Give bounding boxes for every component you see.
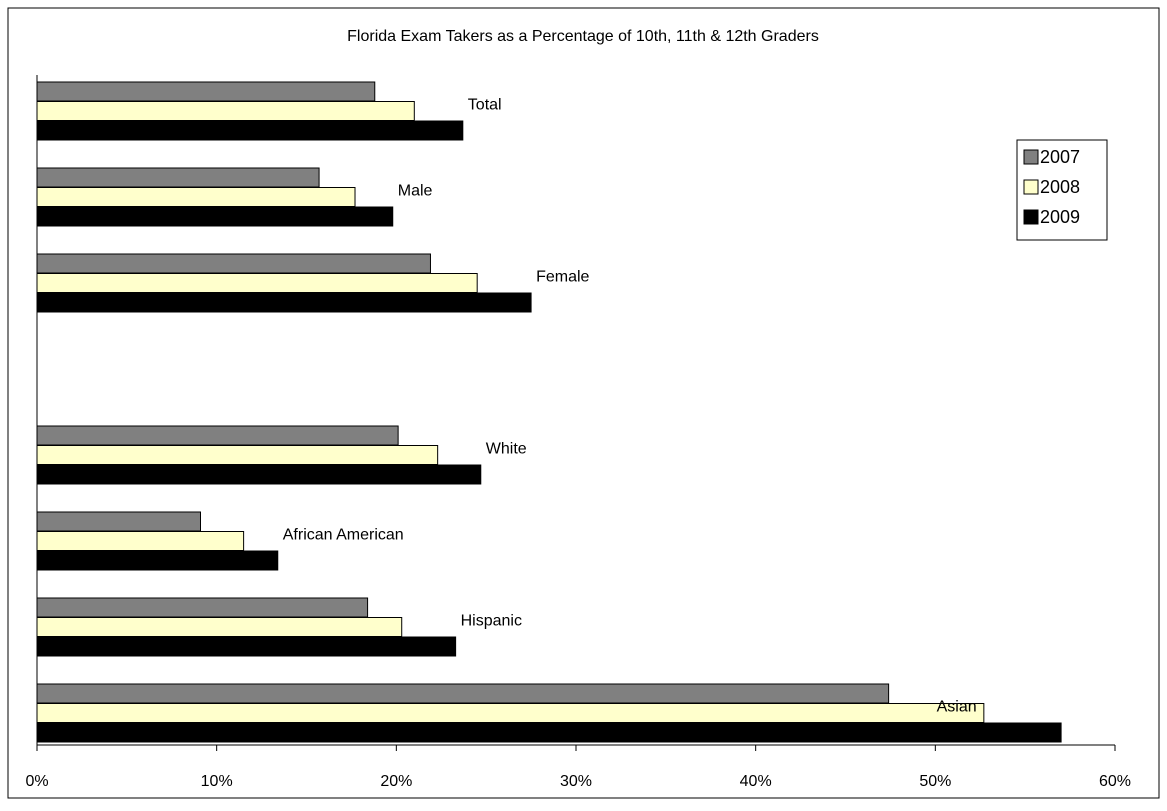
bar bbox=[36, 550, 279, 571]
category-label: Hispanic bbox=[461, 613, 522, 630]
x-tick-label: 0% bbox=[25, 773, 48, 790]
x-tick-label: 40% bbox=[740, 773, 772, 790]
bar bbox=[36, 617, 403, 637]
legend-label: 2007 bbox=[1040, 147, 1080, 167]
category-label: Female bbox=[536, 269, 589, 286]
bar bbox=[36, 81, 376, 102]
x-tick-label: 30% bbox=[560, 773, 592, 790]
x-tick-label: 20% bbox=[380, 773, 412, 790]
x-tick-label: 60% bbox=[1099, 773, 1131, 790]
bar bbox=[36, 703, 985, 723]
bar bbox=[36, 253, 431, 274]
bar bbox=[36, 445, 439, 465]
legend-label: 2008 bbox=[1040, 177, 1080, 197]
bar bbox=[36, 683, 890, 704]
category-label: White bbox=[486, 441, 527, 458]
category-label: Male bbox=[398, 183, 433, 200]
bar bbox=[36, 722, 1062, 743]
bar bbox=[36, 531, 245, 551]
bar bbox=[36, 273, 478, 293]
x-tick-label: 10% bbox=[201, 773, 233, 790]
x-tick-label: 50% bbox=[919, 773, 951, 790]
bar bbox=[36, 292, 532, 313]
bar bbox=[36, 187, 356, 207]
category-label: Asian bbox=[937, 699, 977, 716]
category-label: Total bbox=[468, 97, 502, 114]
bar bbox=[36, 425, 399, 446]
bar bbox=[36, 511, 201, 532]
legend-swatch bbox=[1023, 209, 1039, 225]
legend-swatch bbox=[1023, 179, 1039, 195]
bar bbox=[36, 636, 457, 657]
chart-title: Florida Exam Takers as a Percentage of 1… bbox=[347, 28, 819, 45]
bar bbox=[36, 120, 464, 141]
bar bbox=[36, 101, 415, 121]
legend-swatch bbox=[1023, 149, 1039, 165]
bar bbox=[36, 597, 369, 618]
bar bbox=[36, 206, 394, 227]
bar bbox=[36, 464, 482, 485]
category-label: African American bbox=[283, 527, 404, 544]
bar bbox=[36, 167, 320, 188]
legend-label: 2009 bbox=[1040, 207, 1080, 227]
